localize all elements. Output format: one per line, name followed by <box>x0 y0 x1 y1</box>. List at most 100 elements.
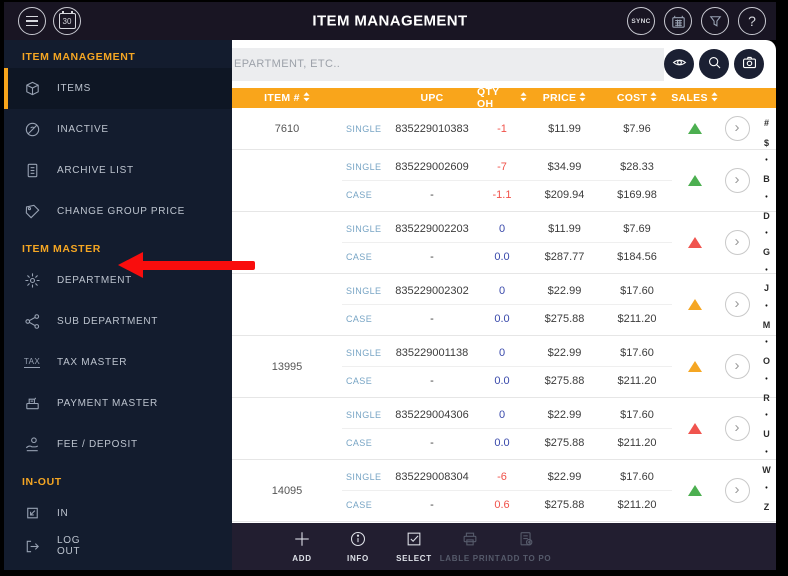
index-letter-G[interactable]: G <box>762 246 770 257</box>
calendar-button[interactable]: 30 <box>53 7 81 35</box>
eye-button[interactable] <box>664 49 694 79</box>
row-detail: › <box>717 354 757 379</box>
row-lines: SINGLE 835229010383 -1 $11.99 $7.96 <box>342 115 672 142</box>
unit-type-link[interactable]: CASE <box>346 189 373 200</box>
sort-icon <box>303 91 310 105</box>
price-cell: $22.99 <box>547 284 582 297</box>
menu-button[interactable] <box>18 7 46 35</box>
unit-type-link[interactable]: CASE <box>346 375 373 386</box>
qty-oh-cell: 0 <box>498 222 506 235</box>
column-header-sales[interactable]: SALES <box>671 91 718 105</box>
column-header-cost[interactable]: COST <box>602 91 672 105</box>
chevron-right-icon[interactable]: › <box>724 116 750 141</box>
search-input[interactable] <box>232 47 664 81</box>
table-row[interactable]: SINGLE 835229004306 0 $22.99 $17.60 CASE - 0.0 $… <box>232 398 776 460</box>
sidebar-item-change-group-price[interactable]: CHANGE GROUP PRICE <box>4 191 232 232</box>
index-letter-D[interactable]: D <box>763 210 770 221</box>
sidebar-item-fee-deposit[interactable]: FEE / DEPOSIT <box>4 424 232 465</box>
toolbar-button-add[interactable]: ADD <box>274 529 330 564</box>
qty-oh-cell: -1.1 <box>492 188 512 201</box>
index-letter-$[interactable]: $ <box>763 137 769 148</box>
unit-type-link[interactable]: SINGLE <box>346 409 382 420</box>
search-button[interactable] <box>699 49 729 79</box>
table-row[interactable]: SINGLE 835229002609 -7 $34.99 $28.33 CASE - -1.… <box>232 150 776 212</box>
row-detail: › <box>717 478 757 503</box>
chevron-right-icon[interactable]: › <box>724 478 750 503</box>
cost-cell: $17.60 <box>620 408 654 421</box>
qty-oh-cell: -7 <box>497 160 507 173</box>
unit-type-link[interactable]: CASE <box>346 251 373 262</box>
upc-cell: - <box>430 188 434 201</box>
sub-department-icon <box>22 312 42 332</box>
cost-cell: $211.20 <box>617 312 657 325</box>
row-detail: › <box>717 292 757 317</box>
sidebar-item-tax-master[interactable]: TAX TAX MASTER <box>4 342 232 383</box>
sync-button[interactable]: SYNC <box>627 7 655 35</box>
main-panel: ITEM # UPC QTY OH PRICE COST SALES 7610 SINGLE… <box>232 40 776 570</box>
tax-icon: TAX <box>23 357 41 368</box>
index-letter-M[interactable]: M <box>762 319 771 330</box>
index-dot: • <box>765 157 768 165</box>
index-letter-J[interactable]: J <box>763 283 769 294</box>
column-header-item[interactable]: ITEM # <box>232 91 342 105</box>
unit-type-link[interactable]: SINGLE <box>346 223 382 234</box>
unit-type-link[interactable]: SINGLE <box>346 471 382 482</box>
toolbar-button-info[interactable]: INFO <box>330 529 386 564</box>
chevron-right-icon[interactable]: › <box>724 354 750 379</box>
chevron-right-icon[interactable]: › <box>724 230 750 255</box>
sales-trend-cell <box>672 175 717 186</box>
qty-oh-cell: 0.6 <box>494 498 510 511</box>
sidebar-item-inactive[interactable]: INACTIVE <box>4 109 232 150</box>
unit-type-link[interactable]: CASE <box>346 499 373 510</box>
cost-cell: $7.69 <box>623 222 651 235</box>
trend-up-icon <box>687 123 702 134</box>
unit-type-link[interactable]: SINGLE <box>346 123 382 134</box>
filter-button[interactable] <box>701 7 729 35</box>
table-row[interactable]: 13995 SINGLE 835229001138 0 $22.99 $17.60 CASE… <box>232 336 776 398</box>
price-cell: $275.88 <box>544 312 585 325</box>
cost-cell: $28.33 <box>620 160 654 173</box>
sales-trend-cell <box>672 123 717 134</box>
sidebar-item-department[interactable]: DEPARTMENT <box>4 260 232 301</box>
sidebar-item-items[interactable]: ITEMS <box>4 68 232 109</box>
help-button[interactable]: ? <box>738 7 766 35</box>
unit-type-link[interactable]: CASE <box>346 437 373 448</box>
upc-cell: 835229001138 <box>395 346 469 359</box>
index-letter-U[interactable]: U <box>763 428 770 439</box>
app-window: 30 ITEM MANAGEMENT SYNC ? <box>4 2 776 570</box>
toolbar-button-select[interactable]: SELECT <box>386 529 442 564</box>
sidebar-item-sub-department[interactable]: SUB DEPARTMENT <box>4 301 232 342</box>
index-letter-O[interactable]: O <box>762 356 770 367</box>
index-letter-Z[interactable]: Z <box>763 501 770 512</box>
table-row[interactable]: SINGLE 835229002302 0 $22.99 $17.60 CASE - 0.0 $… <box>232 274 776 336</box>
unit-type-link[interactable]: SINGLE <box>346 285 382 296</box>
qty-oh-cell: -1 <box>497 122 507 135</box>
chevron-right-icon[interactable]: › <box>724 168 750 193</box>
index-letter-#[interactable]: # <box>763 118 769 128</box>
index-letter-R[interactable]: R <box>763 392 770 403</box>
table-row[interactable]: 7610 SINGLE 835229010383 -1 $11.99 $7.96 › <box>232 108 776 150</box>
unit-type-link[interactable]: SINGLE <box>346 161 382 172</box>
toolbar-button-lable-print: LABLE PRINT <box>440 529 500 564</box>
index-letter-W[interactable]: W <box>762 465 771 476</box>
unit-type-link[interactable]: CASE <box>346 313 373 324</box>
sidebar: ITEM MANAGEMENT ITEMS INACTIVE ARCHIVE LIST… <box>4 40 232 570</box>
chevron-right-icon[interactable]: › <box>724 416 750 441</box>
sidebar-item-in[interactable]: IN <box>4 493 232 534</box>
index-letter-B[interactable]: B <box>763 174 770 185</box>
column-header-qty-oh[interactable]: QTY OH <box>477 86 527 110</box>
sidebar-item-archive-list[interactable]: ARCHIVE LIST <box>4 150 232 191</box>
table-header: ITEM # UPC QTY OH PRICE COST SALES <box>232 86 776 110</box>
sync-icon: SYNC <box>631 17 651 25</box>
calculator-button[interactable] <box>664 7 692 35</box>
table-row[interactable]: 14095 SINGLE 835229008304 -6 $22.99 $17.60 CAS… <box>232 460 776 522</box>
qty-oh-cell: -6 <box>497 470 507 483</box>
camera-button[interactable] <box>734 49 764 79</box>
unit-type-link[interactable]: SINGLE <box>346 347 382 358</box>
cost-cell: $211.20 <box>617 374 657 387</box>
sidebar-item-logout[interactable]: LOG OUT <box>4 534 232 558</box>
sidebar-item-payment-master[interactable]: PAYMENT MASTER <box>4 383 232 424</box>
chevron-right-icon[interactable]: › <box>724 292 750 317</box>
column-header-price[interactable]: PRICE <box>527 91 602 105</box>
table-row[interactable]: SINGLE 835229002203 0 $11.99 $7.69 CASE - 0.0 $2… <box>232 212 776 274</box>
